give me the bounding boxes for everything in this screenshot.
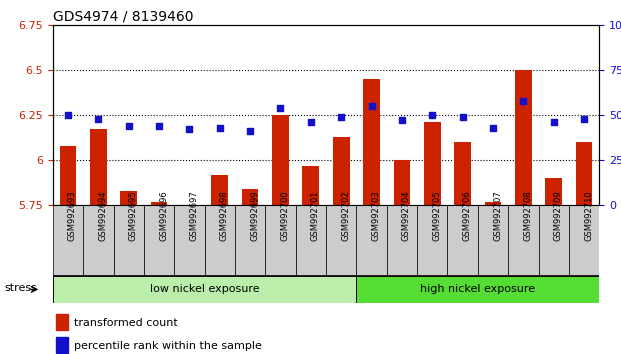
Text: stress: stress bbox=[4, 283, 37, 293]
Bar bbox=[545, 178, 562, 205]
Bar bbox=[53, 205, 83, 276]
Point bbox=[154, 123, 164, 129]
Bar bbox=[569, 205, 599, 276]
Point bbox=[458, 114, 468, 120]
Bar bbox=[448, 205, 478, 276]
Bar bbox=[326, 205, 356, 276]
Bar bbox=[265, 205, 296, 276]
Point bbox=[488, 125, 498, 131]
Bar bbox=[356, 276, 599, 303]
Bar bbox=[484, 202, 501, 205]
Bar bbox=[181, 205, 197, 207]
Point bbox=[397, 118, 407, 123]
Point bbox=[427, 112, 437, 118]
Point bbox=[306, 119, 316, 125]
Bar bbox=[114, 205, 144, 276]
Bar bbox=[302, 166, 319, 205]
Point bbox=[245, 129, 255, 134]
Bar bbox=[387, 205, 417, 276]
Bar bbox=[538, 205, 569, 276]
Bar bbox=[235, 205, 265, 276]
Bar bbox=[53, 276, 356, 303]
Bar bbox=[120, 191, 137, 205]
Text: GSM992708: GSM992708 bbox=[524, 190, 532, 241]
Bar bbox=[83, 205, 114, 276]
Point bbox=[276, 105, 286, 111]
Text: GSM992702: GSM992702 bbox=[341, 190, 350, 241]
Text: GSM992710: GSM992710 bbox=[584, 190, 593, 241]
Text: percentile rank within the sample: percentile rank within the sample bbox=[74, 341, 262, 351]
Text: high nickel exposure: high nickel exposure bbox=[420, 284, 535, 295]
Bar bbox=[144, 205, 175, 276]
Bar bbox=[272, 115, 289, 205]
Point bbox=[366, 103, 376, 109]
Bar bbox=[515, 70, 532, 205]
Text: GSM992694: GSM992694 bbox=[98, 190, 107, 241]
Bar bbox=[90, 130, 107, 205]
Bar bbox=[60, 146, 76, 205]
Text: transformed count: transformed count bbox=[74, 318, 178, 328]
Bar bbox=[211, 175, 228, 205]
Point bbox=[336, 114, 346, 120]
Bar bbox=[56, 314, 68, 331]
Bar bbox=[56, 337, 68, 353]
Bar bbox=[394, 160, 410, 205]
Text: GSM992703: GSM992703 bbox=[371, 190, 381, 241]
Bar bbox=[417, 205, 448, 276]
Text: GSM992704: GSM992704 bbox=[402, 190, 411, 241]
Bar bbox=[478, 205, 508, 276]
Bar bbox=[242, 189, 258, 205]
Text: GSM992695: GSM992695 bbox=[129, 190, 138, 241]
Text: GSM992697: GSM992697 bbox=[189, 190, 198, 241]
Bar bbox=[576, 142, 592, 205]
Bar bbox=[508, 205, 538, 276]
Bar bbox=[356, 205, 387, 276]
Point bbox=[549, 119, 559, 125]
Point bbox=[184, 127, 194, 132]
Bar bbox=[296, 205, 326, 276]
Text: GDS4974 / 8139460: GDS4974 / 8139460 bbox=[53, 10, 193, 24]
Text: GSM992698: GSM992698 bbox=[220, 190, 229, 241]
Text: GSM992705: GSM992705 bbox=[432, 190, 442, 241]
Text: low nickel exposure: low nickel exposure bbox=[150, 284, 260, 295]
Text: GSM992696: GSM992696 bbox=[159, 190, 168, 241]
Point bbox=[93, 116, 103, 121]
Bar bbox=[455, 142, 471, 205]
Point bbox=[215, 125, 225, 131]
Text: GSM992699: GSM992699 bbox=[250, 190, 259, 241]
Point bbox=[579, 116, 589, 121]
Text: GSM992693: GSM992693 bbox=[68, 190, 77, 241]
Point bbox=[124, 123, 134, 129]
Point bbox=[63, 112, 73, 118]
Text: GSM992709: GSM992709 bbox=[554, 190, 563, 241]
Text: GSM992707: GSM992707 bbox=[493, 190, 502, 241]
Bar bbox=[204, 205, 235, 276]
Bar bbox=[151, 202, 168, 205]
Text: GSM992700: GSM992700 bbox=[281, 190, 289, 241]
Bar bbox=[175, 205, 204, 276]
Bar bbox=[363, 79, 380, 205]
Text: GSM992701: GSM992701 bbox=[311, 190, 320, 241]
Bar bbox=[333, 137, 350, 205]
Bar bbox=[424, 122, 441, 205]
Point bbox=[519, 98, 528, 103]
Text: GSM992706: GSM992706 bbox=[463, 190, 471, 241]
